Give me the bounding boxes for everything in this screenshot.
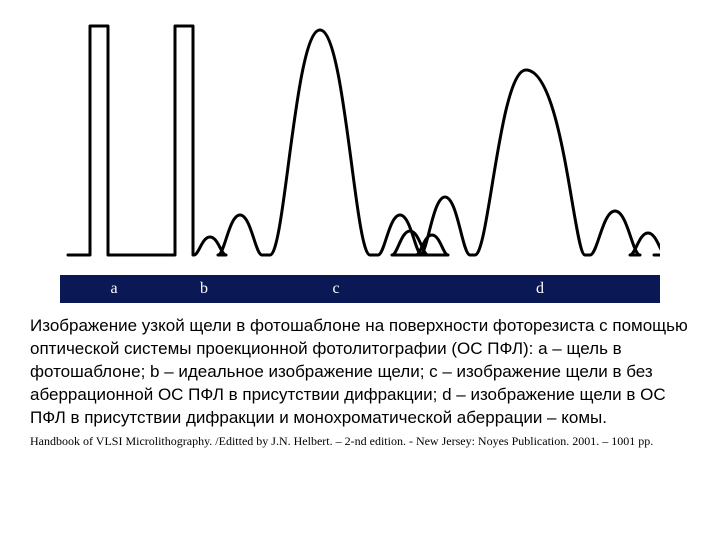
axis-label-b: b (200, 280, 208, 298)
curve-svg (60, 10, 660, 270)
label-bar: a b c d (60, 275, 660, 303)
figure-caption: Изображение узкой щели в фотошаблоне на … (30, 315, 690, 430)
figure-container: a b c d (60, 10, 660, 303)
caption-block: Изображение узкой щели в фотошаблоне на … (30, 315, 690, 449)
axis-label-c: c (332, 280, 339, 298)
axis-label-d: d (536, 280, 544, 298)
axis-label-a: a (110, 280, 117, 298)
citation-text: Handbook of VLSI Microlithography. /Edit… (30, 434, 690, 449)
curve-plot (60, 10, 660, 275)
